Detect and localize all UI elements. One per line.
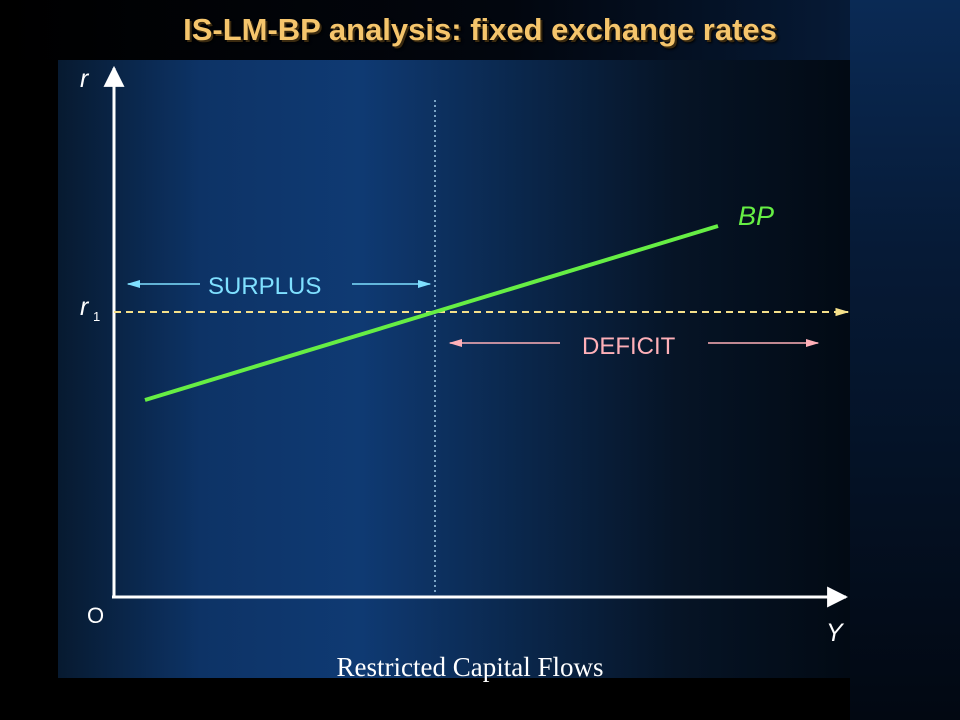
bp-curve	[144, 224, 719, 402]
slide-title: IS-LM-BP analysis: fixed exchange rates	[183, 12, 777, 47]
right-background	[850, 0, 960, 720]
diagram-background	[58, 60, 850, 678]
deficit-label: DEFICIT	[582, 333, 676, 360]
x-axis-label: Y	[826, 619, 845, 647]
diagram-caption: Restricted Capital Flows	[336, 652, 604, 682]
bp-curve-label: BP	[738, 201, 774, 231]
r1-label: r	[80, 293, 90, 321]
origin-label: O	[87, 603, 104, 628]
r1-subscript: 1	[93, 309, 100, 324]
surplus-label: SURPLUS	[208, 273, 321, 300]
top-background	[0, 0, 850, 60]
y-axis-label: r	[80, 65, 90, 93]
